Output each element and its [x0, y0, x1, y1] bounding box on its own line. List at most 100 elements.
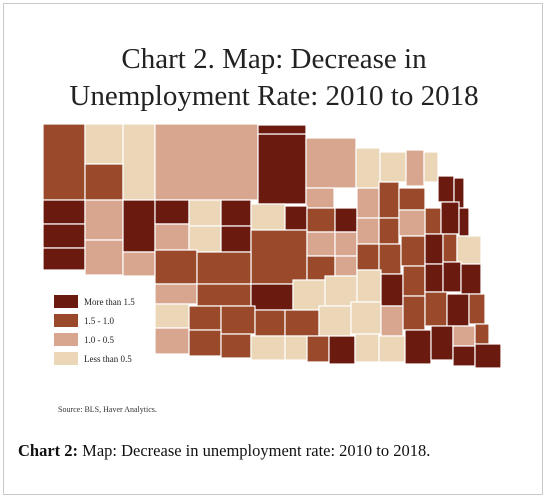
county-cell: [220, 305, 256, 335]
county-cell: [154, 223, 190, 251]
county-cell: [474, 323, 490, 345]
county-cell: [122, 251, 156, 277]
county-cell: [42, 123, 86, 201]
county-cell: [378, 181, 400, 219]
county-cell: [254, 309, 286, 337]
county-cell: [379, 151, 407, 183]
legend-label: More than 1.5: [84, 296, 135, 307]
county-cell: [334, 255, 358, 277]
county-cell: [405, 149, 425, 187]
county-cell: [380, 305, 404, 337]
county-cell: [154, 283, 198, 305]
county-cell: [400, 235, 426, 267]
county-cell: [378, 217, 400, 245]
county-cell: [460, 263, 482, 295]
county-cell: [424, 291, 448, 327]
county-cell: [430, 325, 454, 361]
county-cell: [220, 333, 252, 359]
legend-swatch-less-than-0-5: [54, 352, 78, 365]
legend-swatch-1-5-to-1-0: [54, 314, 78, 327]
county-cell: [250, 229, 308, 285]
county-cell: [84, 239, 124, 276]
legend-label: 1.0 - 0.5: [84, 334, 114, 345]
county-cell: [154, 123, 259, 201]
county-cell: [250, 335, 286, 361]
legend-item: Less than 0.5: [54, 349, 135, 368]
county-cell: [378, 243, 402, 275]
county-cell: [334, 231, 358, 257]
county-cell: [220, 199, 252, 227]
chart-title-line-2: Unemployment Rate: 2010 to 2018: [69, 80, 479, 112]
county-cell: [292, 279, 326, 311]
county-cell: [188, 305, 222, 331]
county-cell: [356, 269, 382, 303]
legend-label: 1.5 - 1.0: [84, 315, 114, 326]
county-cell: [122, 199, 156, 253]
county-cells: [42, 123, 502, 369]
county-cell: [446, 293, 470, 327]
county-cell: [334, 207, 358, 233]
county-cell: [378, 335, 406, 363]
county-cell: [424, 263, 444, 293]
legend-item: More than 1.5: [54, 292, 135, 311]
county-cell: [305, 187, 335, 209]
source-note: Source: BLS, Haver Analytics.: [58, 405, 157, 414]
county-cell: [84, 199, 124, 241]
county-cell: [404, 329, 432, 365]
county-cell: [84, 123, 124, 165]
county-cell: [306, 335, 330, 363]
county-cell: [188, 199, 222, 227]
county-cell: [284, 205, 308, 231]
county-cell: [42, 247, 86, 271]
county-cell: [42, 223, 86, 249]
county-cell: [154, 199, 190, 225]
county-cell: [84, 163, 124, 201]
legend-swatch-more-than-1-5: [54, 295, 78, 308]
county-cell: [250, 203, 286, 231]
county-cell: [318, 305, 352, 337]
county-cell: [284, 335, 308, 361]
county-cell: [424, 207, 442, 235]
county-cell: [154, 249, 198, 285]
county-cell: [474, 343, 502, 369]
county-cell: [42, 199, 86, 225]
county-cell: [398, 187, 426, 211]
county-cell: [402, 265, 426, 297]
county-cell: [442, 233, 458, 263]
county-cell: [257, 124, 307, 135]
county-cell: [356, 187, 380, 219]
county-cell: [328, 335, 356, 365]
county-cell: [188, 329, 222, 357]
county-cell: [356, 217, 380, 245]
county-cell: [257, 133, 307, 205]
caption-label: Chart 2:: [18, 441, 79, 460]
county-cell: [154, 327, 190, 355]
county-cell: [355, 147, 381, 189]
county-cell: [398, 209, 426, 237]
county-cell: [188, 225, 222, 253]
county-cell: [305, 137, 357, 189]
county-cell: [442, 261, 462, 293]
legend-item: 1.5 - 1.0: [54, 311, 135, 330]
map-legend: More than 1.5 1.5 - 1.0 1.0 - 0.5 Less t…: [54, 292, 135, 368]
county-cell: [437, 175, 455, 203]
county-cell: [402, 295, 426, 331]
county-cell: [354, 333, 380, 363]
county-cell: [458, 207, 470, 237]
county-cell: [424, 233, 444, 265]
figure-caption: Chart 2: Map: Decrease in unemployment r…: [18, 441, 430, 461]
legend-item: 1.0 - 0.5: [54, 330, 135, 349]
county-cell: [452, 325, 476, 347]
county-cell: [456, 235, 482, 265]
county-cell: [440, 201, 460, 235]
county-cell: [220, 225, 252, 253]
county-cell: [380, 273, 404, 307]
county-cell: [423, 151, 439, 183]
county-cell: [154, 303, 190, 329]
chart-title-line-1: Chart 2. Map: Decrease in: [121, 43, 427, 75]
county-cell: [350, 301, 382, 335]
county-cell: [468, 293, 486, 325]
county-cell: [452, 345, 476, 367]
legend-swatch-1-0-to-0-5: [54, 333, 78, 346]
